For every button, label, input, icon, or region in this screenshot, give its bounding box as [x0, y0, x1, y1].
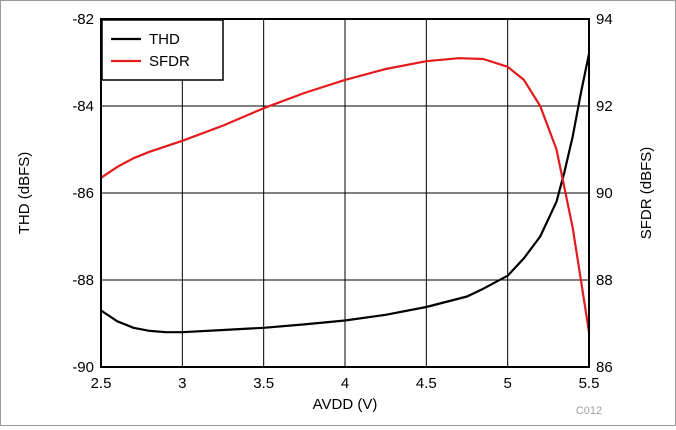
left-y-tick-label: -86 — [72, 185, 94, 202]
x-tick-label: 5 — [503, 375, 511, 392]
x-tick-label: 3.5 — [253, 375, 274, 392]
series-line-thd — [99, 52, 591, 334]
x-tick-label: 2.5 — [91, 375, 112, 392]
x-tick-label: 3 — [178, 375, 186, 392]
figure-code: C012 — [576, 405, 602, 417]
right-y-tick-label: 92 — [596, 98, 613, 115]
right-y-tick-label: 90 — [596, 185, 613, 202]
x-tick-label: 4.5 — [416, 375, 437, 392]
plot-area-border — [100, 18, 590, 368]
right-y-tick-label: 88 — [596, 272, 613, 289]
x-axis-label: AVDD (V) — [313, 396, 378, 413]
left-y-tick-label: -88 — [72, 272, 94, 289]
legend-label-sfdr: SFDR — [149, 53, 190, 70]
series-group — [99, 52, 591, 334]
right-y-axis-label: SFDR (dBFS) — [638, 147, 655, 240]
x-tick-label: 5.5 — [579, 375, 600, 392]
legend-label-thd: THD — [149, 31, 180, 48]
grid — [101, 19, 589, 367]
right-y-tick-label: 86 — [596, 359, 613, 376]
legend-box — [101, 19, 224, 81]
left-y-axis-label: THD (dBFS) — [16, 152, 33, 235]
legend: THD SFDR — [101, 19, 224, 81]
series-line-sfdr — [99, 57, 591, 334]
right-y-tick-label: 94 — [596, 11, 613, 28]
left-y-tick-label: -90 — [72, 359, 94, 376]
left-y-tick-label: -84 — [72, 98, 94, 115]
tick-labels: 2.5 3 3.5 4 4.5 5 5.5 -90 -88 -86 -84 -82 86 88 90 92 94 — [72, 11, 612, 392]
left-y-tick-label: -82 — [72, 11, 94, 28]
x-tick-label: 4 — [341, 375, 349, 392]
